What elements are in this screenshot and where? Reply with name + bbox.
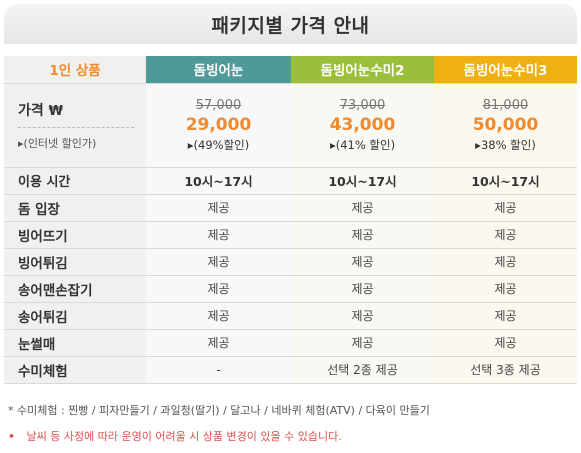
feature-cell: 제공	[291, 275, 434, 303]
feature-cell: 제공	[291, 302, 434, 330]
footnote: * 수미체험 : 찐빵 / 피자만들기 / 과일청(딸기) / 달고나 / 네바…	[8, 404, 430, 417]
feature-row-smelt-fishing: 빙어뜨기 제공 제공 제공	[4, 221, 577, 249]
package-header-1: 돔빙어눈	[146, 56, 291, 84]
won-icon: ₩	[48, 103, 63, 119]
feature-row-snow-sled: 눈썰매 제공 제공 제공	[4, 329, 577, 357]
bullet-icon: •	[8, 430, 16, 443]
package-table: 1인 상품 돔빙어눈 돔빙어눈수미2 돔빙어눈수미3 가격 ₩ ▸(인터넷 할인…	[4, 56, 577, 384]
package-header-3: 돔빙어눈수미3	[434, 56, 577, 84]
discount-label: ▸38% 할인)	[475, 137, 536, 152]
sale-price: 50,000	[472, 114, 539, 135]
time-cell-1: 10시~17시	[146, 167, 291, 195]
warning-notice: • 날씨 등 사정에 따라 운영이 어려울 시 상품 변경이 있을 수 있습니다…	[8, 428, 342, 444]
warning-text: 날씨 등 사정에 따라 운영이 어려울 시 상품 변경이 있을 수 있습니다.	[26, 430, 342, 443]
sale-price: 29,000	[185, 114, 252, 135]
feature-cell: 제공	[291, 329, 434, 357]
feature-cell: 제공	[291, 221, 434, 249]
original-price: 81,000	[482, 97, 529, 113]
table-header-row: 1인 상품 돔빙어눈 돔빙어눈수미2 돔빙어눈수미3	[4, 56, 577, 84]
feature-row-trout-catch: 송어맨손잡기 제공 제공 제공	[4, 275, 577, 303]
feature-cell: 제공	[291, 248, 434, 276]
price-cell-2: 73,000 43,000 ▸(41% 할인)	[291, 83, 434, 168]
feature-cell: 제공	[434, 302, 577, 330]
feature-cell: 제공	[291, 194, 434, 222]
feature-label: 송어맨손잡기	[4, 275, 146, 303]
sale-price: 43,000	[329, 114, 396, 135]
feature-label: 수미체험	[4, 356, 146, 384]
feature-row-trout-fry: 송어튀김 제공 제공 제공	[4, 302, 577, 330]
feature-label: 돔 입장	[4, 194, 146, 222]
feature-cell: 선택 2종 제공	[291, 356, 434, 384]
feature-cell: 제공	[146, 248, 291, 276]
price-label-line: 가격 ₩	[18, 100, 146, 120]
price-cell-1: 57,000 29,000 ▸(49%할인)	[146, 83, 291, 168]
price-label: 가격	[18, 102, 44, 119]
price-row-header: 가격 ₩ ▸(인터넷 할인가)	[4, 83, 146, 168]
feature-cell: 제공	[434, 329, 577, 357]
price-cell-3: 81,000 50,000 ▸38% 할인)	[434, 83, 577, 168]
feature-row-sumi-experience: 수미체험 - 선택 2종 제공 선택 3종 제공	[4, 356, 577, 384]
price-sub-label: ▸(인터넷 할인가)	[18, 136, 97, 150]
feature-cell: 제공	[146, 275, 291, 303]
feature-label: 송어튀김	[4, 302, 146, 330]
original-price: 73,000	[339, 97, 386, 113]
divider	[18, 126, 134, 128]
feature-label: 눈썰매	[4, 329, 146, 357]
time-cell-2: 10시~17시	[291, 167, 434, 195]
feature-cell: 선택 3종 제공	[434, 356, 577, 384]
title-bar: 패키지별 가격 안내	[4, 4, 577, 44]
original-price: 57,000	[195, 97, 242, 113]
feature-cell: 제공	[146, 194, 291, 222]
discount-label: ▸(49%할인)	[187, 137, 250, 152]
feature-cell: 제공	[434, 194, 577, 222]
time-row: 이용 시간 10시~17시 10시~17시 10시~17시	[4, 167, 577, 195]
price-row: 가격 ₩ ▸(인터넷 할인가) 57,000 29,000 ▸(49%할인) 7…	[4, 83, 577, 168]
feature-row-smelt-fry: 빙어튀김 제공 제공 제공	[4, 248, 577, 276]
feature-label: 빙어튀김	[4, 248, 146, 276]
time-cell-3: 10시~17시	[434, 167, 577, 195]
discount-label: ▸(41% 할인)	[329, 137, 396, 152]
time-label: 이용 시간	[4, 167, 146, 195]
feature-cell: 제공	[146, 329, 291, 357]
feature-cell: 제공	[146, 302, 291, 330]
page-title: 패키지별 가격 안내	[211, 14, 370, 37]
feature-cell: 제공	[146, 221, 291, 249]
feature-cell: -	[146, 356, 291, 384]
package-header-2: 돔빙어눈수미2	[291, 56, 434, 84]
feature-cell: 제공	[434, 248, 577, 276]
header-corner: 1인 상품	[4, 56, 146, 84]
feature-cell: 제공	[434, 275, 577, 303]
feature-cell: 제공	[434, 221, 577, 249]
feature-label: 빙어뜨기	[4, 221, 146, 249]
feature-row-dome: 돔 입장 제공 제공 제공	[4, 194, 577, 222]
